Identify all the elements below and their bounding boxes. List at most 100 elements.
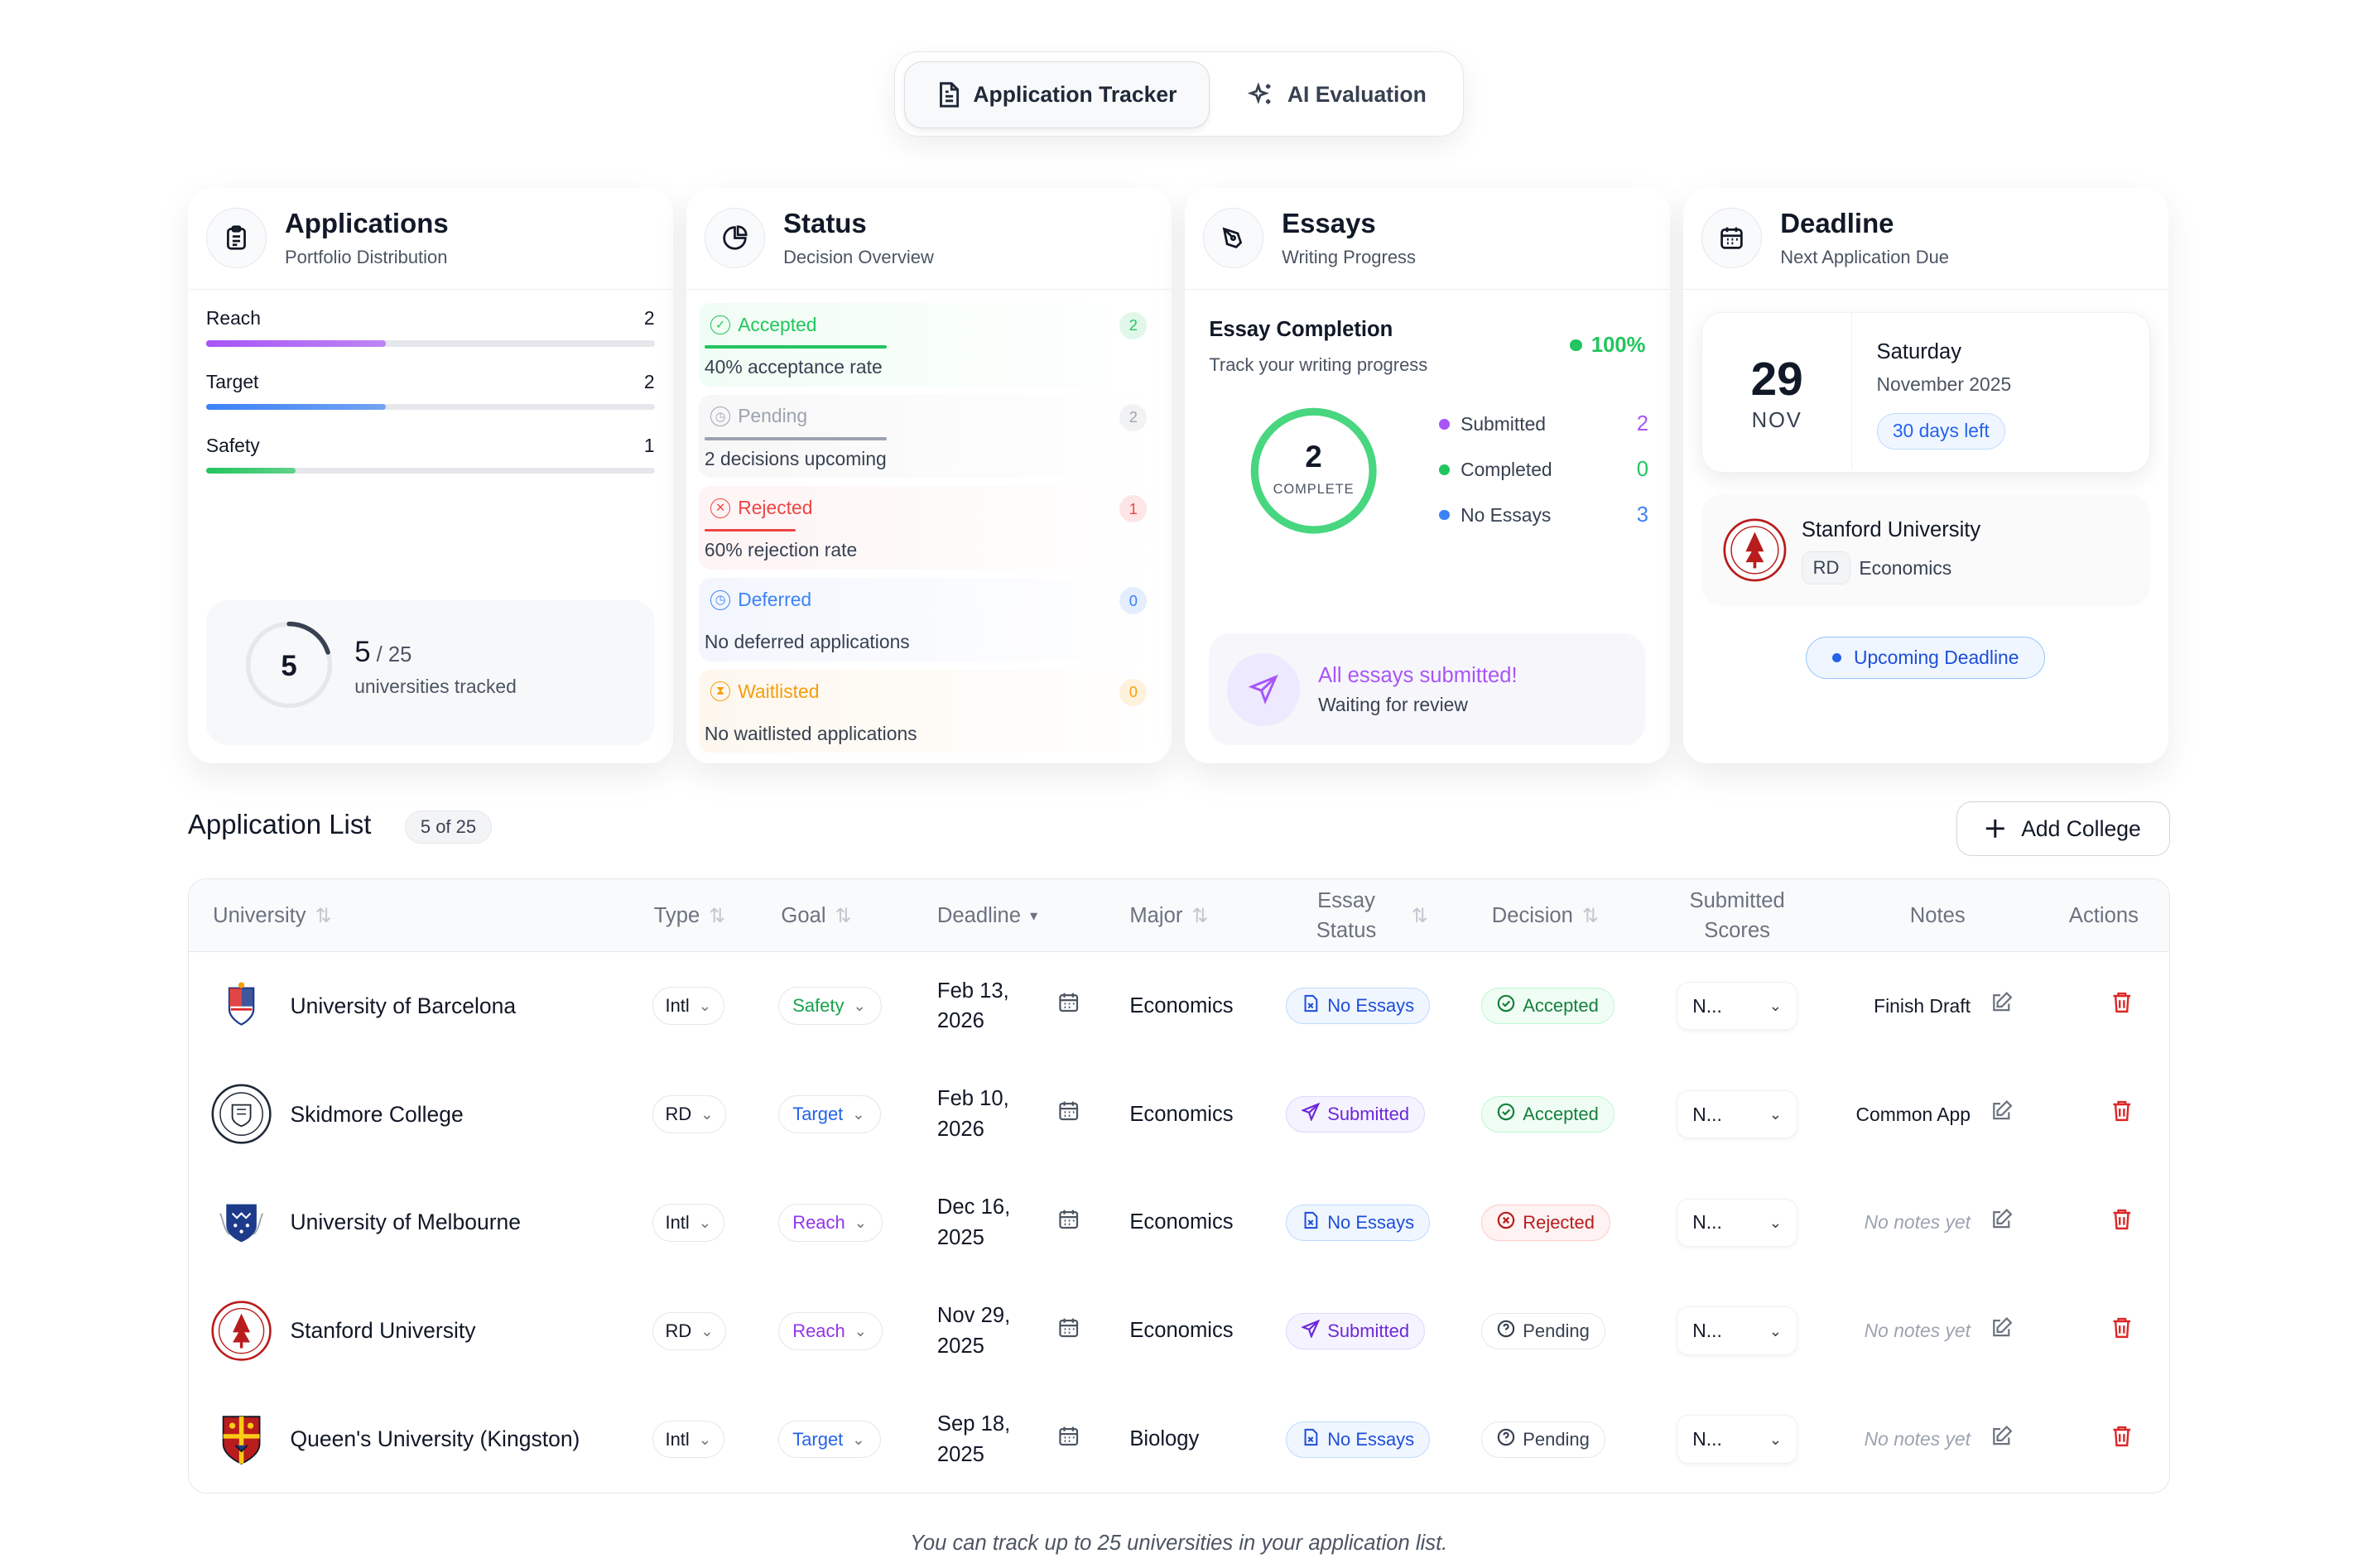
edit-icon[interactable] — [1990, 1099, 2013, 1128]
actions-cell — [2111, 1061, 2133, 1168]
decision-label: Accepted — [1523, 1104, 1599, 1125]
decision-badge[interactable]: Pending — [1480, 1312, 1606, 1349]
essay-status-badge[interactable]: No Essays — [1285, 1421, 1431, 1458]
chevron-down-icon: ⌄ — [698, 1213, 712, 1231]
deadline-date: Sep 18, 2025 — [937, 1409, 1010, 1469]
edit-icon[interactable] — [1990, 1208, 2013, 1237]
date-line-2: 2026 — [936, 1009, 984, 1033]
col-major[interactable]: Major ⇅ — [1129, 879, 1208, 952]
col-goal[interactable]: Goal ⇅ — [781, 879, 851, 952]
col-type[interactable]: Type ⇅ — [654, 879, 725, 952]
scores-select[interactable]: N... ⌄ — [1676, 1306, 1798, 1355]
stanford-logo — [1723, 518, 1787, 582]
chevron-down-icon: ⌄ — [1768, 1105, 1783, 1123]
decision-badge[interactable]: Accepted — [1480, 988, 1615, 1025]
trash-icon[interactable] — [2111, 991, 2133, 1020]
goal-select[interactable]: Target ⌄ — [777, 1095, 881, 1133]
essay-status-label: No Essays — [1327, 995, 1415, 1017]
scores-select[interactable]: N... ⌄ — [1676, 1198, 1798, 1248]
banner-title: All essays submitted! — [1318, 663, 1518, 687]
col-label: Actions — [2068, 903, 2139, 927]
waitlisted-icon: ⧗ — [710, 681, 731, 702]
legend-value: 0 — [1636, 457, 1649, 481]
col-label: Essay Status — [1316, 888, 1377, 943]
banner-subtitle: Waiting for review — [1318, 694, 1468, 716]
deadline-month-year: November 2025 — [1876, 373, 2012, 396]
status-dot — [1832, 652, 1842, 662]
document-icon — [940, 82, 960, 108]
date-line-2: 2025 — [936, 1442, 984, 1466]
goal-select[interactable]: Reach ⌄ — [777, 1311, 883, 1350]
deadline-cell: Sep 18, 2025 — [937, 1386, 1080, 1493]
deadline-day: 29 — [1750, 353, 1803, 406]
col-deadline[interactable]: Deadline ▾ — [937, 879, 1037, 952]
goal-select[interactable]: Target ⌄ — [777, 1420, 881, 1459]
calendar-icon[interactable] — [1057, 1099, 1080, 1128]
essay-percent-value: 100% — [1590, 333, 1646, 357]
trash-icon[interactable] — [2111, 1316, 2133, 1345]
essay-ring: 2 COMPLETE — [1249, 406, 1379, 536]
status-card: Status Decision Overview ✓ Accepted 40% ac… — [686, 187, 1172, 764]
major-value: Economics — [1129, 1210, 1234, 1234]
col-essay-status[interactable]: Essay Status — [1301, 879, 1392, 952]
goal-select[interactable]: Reach ⌄ — [777, 1203, 883, 1242]
decision-badge[interactable]: Rejected — [1480, 1204, 1611, 1241]
chevron-down-icon: ⌄ — [698, 1430, 712, 1448]
calendar-icon[interactable] — [1057, 1425, 1080, 1454]
university-cell: University of Barcelona — [211, 952, 516, 1060]
chevron-down-icon: ⌄ — [698, 997, 712, 1015]
check-circle-icon — [1497, 994, 1515, 1017]
scores-select[interactable]: N... ⌄ — [1676, 981, 1798, 1031]
col-university[interactable]: University ⇅ — [213, 879, 331, 952]
tab-ai-evaluation[interactable]: AI Evaluation — [1219, 61, 1455, 128]
trash-icon[interactable] — [2111, 1099, 2133, 1128]
essay-percent: 100% — [1570, 334, 1645, 358]
note-text: Common App — [1855, 1103, 1971, 1125]
scores-select[interactable]: N... ⌄ — [1676, 1089, 1798, 1139]
add-college-button[interactable]: Add College — [1956, 801, 2170, 856]
type-select[interactable]: RD ⌄ — [652, 1311, 727, 1350]
decision-badge[interactable]: Pending — [1480, 1421, 1606, 1458]
calendar-icon[interactable] — [1057, 1316, 1080, 1345]
calendar-icon[interactable] — [1057, 1208, 1080, 1237]
decision-badge[interactable]: Accepted — [1480, 1096, 1615, 1133]
university-cell: Stanford University — [211, 1277, 475, 1385]
goal-cell: Target ⌄ — [777, 1386, 881, 1493]
chevron-down-icon: ▾ — [1029, 907, 1038, 925]
actions-cell — [2111, 1169, 2133, 1277]
essay-status-label: Submitted — [1327, 1104, 1410, 1125]
decision-label: Accepted — [1523, 995, 1599, 1017]
applications-card: Applications Portfolio Distribution Reac… — [187, 187, 673, 764]
trash-icon[interactable] — [2111, 1208, 2133, 1237]
decision-cell: Accepted — [1480, 952, 1615, 1060]
essay-status-badge[interactable]: No Essays — [1285, 1204, 1431, 1241]
tab-application-tracker[interactable]: Application Tracker — [903, 61, 1210, 128]
row-label: Safety — [205, 435, 260, 457]
essay-status-badge[interactable]: Submitted — [1285, 1096, 1426, 1133]
trash-icon[interactable] — [2111, 1425, 2133, 1454]
type-select[interactable]: RD ⌄ — [652, 1095, 727, 1133]
notes-cell: Finish Draft — [1841, 952, 2014, 1060]
status-name: Accepted — [738, 313, 817, 335]
card-title: Deadline — [1780, 208, 1894, 239]
scores-select[interactable]: N... ⌄ — [1676, 1415, 1798, 1464]
type-select[interactable]: Intl ⌄ — [652, 1420, 724, 1459]
deadline-card: Deadline Next Application Due 29 NOV Sat… — [1683, 187, 2168, 764]
type-select[interactable]: Intl ⌄ — [652, 987, 724, 1026]
essay-status-badge[interactable]: No Essays — [1285, 988, 1431, 1025]
card-title: Status — [783, 208, 867, 239]
edit-icon[interactable] — [1990, 1425, 2013, 1454]
sort-icon: ⇅ — [835, 904, 852, 927]
goal-select[interactable]: Safety ⌄ — [777, 987, 883, 1026]
col-decision[interactable]: Decision ⇅ — [1492, 879, 1599, 952]
type-select[interactable]: Intl ⌄ — [652, 1203, 724, 1242]
edit-icon[interactable] — [1990, 991, 2013, 1020]
edit-icon[interactable] — [1990, 1316, 2013, 1345]
sort-icon[interactable]: ⇅ — [1412, 879, 1428, 952]
essay-status-badge[interactable]: Submitted — [1285, 1312, 1426, 1349]
deadline-cell: Feb 13, 2026 — [937, 952, 1080, 1060]
card-subtitle: Portfolio Distribution — [285, 247, 448, 268]
next-deadline-date: 29 NOV Saturday November 2025 30 days le… — [1701, 311, 2150, 473]
progress-track — [205, 404, 655, 411]
calendar-icon[interactable] — [1057, 991, 1080, 1020]
